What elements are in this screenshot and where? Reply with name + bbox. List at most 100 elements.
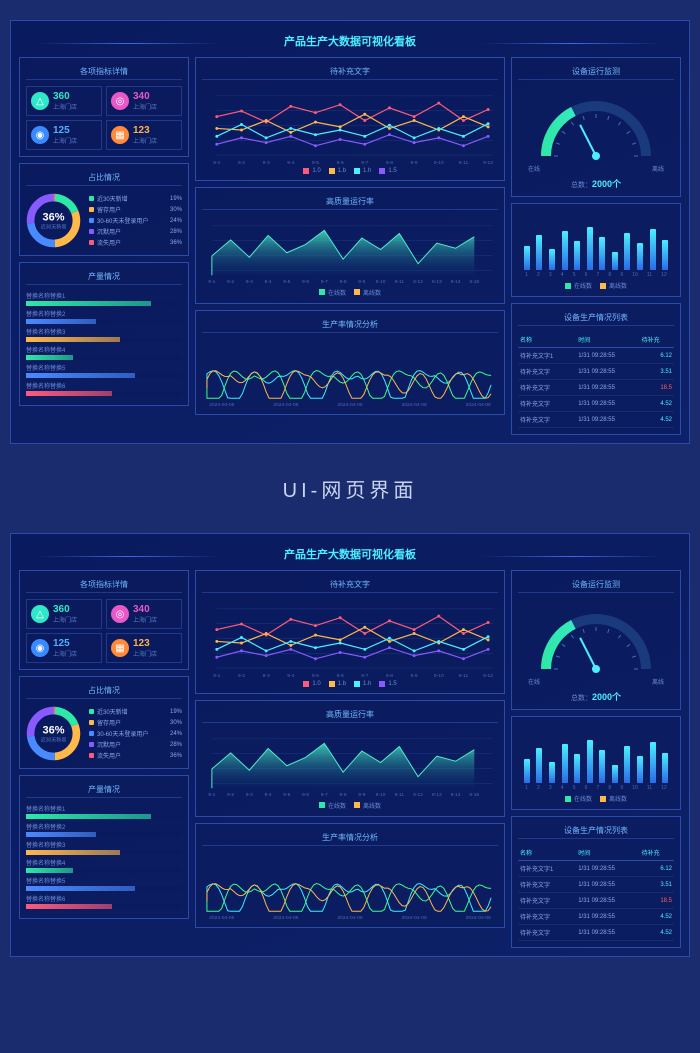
multiline-title: 待补充文字 (202, 577, 498, 593)
wave-title: 生产率情况分析 (202, 317, 498, 333)
svg-text:2024-04-06: 2024-04-06 (209, 915, 234, 921)
legend-row: 近30天新增19% (89, 194, 182, 203)
svg-text:9-13: 9-13 (432, 279, 442, 285)
svg-text:9-14: 9-14 (451, 279, 461, 285)
wave-chart[interactable]: 2024-04-062024-04-062024-04-062024-04-06… (202, 339, 498, 408)
kpi-card[interactable]: ◉125上海门店 (26, 120, 102, 150)
kpi-label: 上海门店 (53, 649, 77, 658)
vbar (549, 249, 555, 270)
table-row[interactable]: 待补充文字1/31 09:28:553.51 (518, 364, 674, 380)
svg-text:9-5: 9-5 (283, 279, 290, 285)
kpi-card[interactable]: ▦123上海门店 (106, 633, 182, 663)
vbar-chart[interactable] (518, 723, 674, 783)
legend-row: 30-60天未登录用户24% (89, 729, 182, 738)
svg-text:9-5: 9-5 (312, 673, 319, 678)
table-row[interactable]: 待补充文字1/31 09:28:5518.5 (518, 380, 674, 396)
table-row[interactable]: 待补充文字1/31 09:28:554.52 (518, 909, 674, 925)
table-panel: 设备生产情况列表名称时间待补充待补充文字11/31 09:28:556.12待补… (511, 303, 681, 435)
donut-chart[interactable]: 36%近30天新增 (26, 193, 81, 248)
vbar (662, 753, 668, 783)
svg-text:9-4: 9-4 (287, 673, 294, 678)
kpi-card[interactable]: ◎340上海门店 (106, 599, 182, 629)
table-row[interactable]: 待补充文字1/31 09:28:553.51 (518, 877, 674, 893)
svg-text:9-12: 9-12 (483, 673, 493, 678)
page-title: 产品生产大数据可视化看板 (19, 542, 681, 570)
table-row[interactable]: 待补充文字11/31 09:28:556.12 (518, 861, 674, 877)
kpi-icon: ▦ (111, 639, 129, 657)
hbar-title: 产量情况 (26, 269, 182, 285)
kpi-card[interactable]: △360上海门店 (26, 86, 102, 116)
kpi-panel: 各项指标详情△360上海门店◎340上海门店◉125上海门店▦123上海门店 (19, 57, 189, 157)
donut-panel: 占比情况36%近30天新增近30天新增19%留存用户30%30-60天未登录用户… (19, 676, 189, 769)
vbar (587, 227, 593, 270)
gauge-panel: 设备运行监测在线离线总数：2000个 (511, 570, 681, 710)
area-legend: 在线数离线数 (202, 801, 498, 810)
svg-text:2024-04-06: 2024-04-06 (402, 915, 427, 921)
hbar-row: 替换名称替换1 (26, 804, 182, 819)
table-panel: 设备生产情况列表名称时间待补充待补充文字11/31 09:28:556.12待补… (511, 816, 681, 948)
kpi-label: 上海门店 (53, 615, 77, 624)
hbar-row: 替换名称替换5 (26, 363, 182, 378)
gauge-title: 设备运行监测 (518, 64, 674, 80)
donut-pct: 36% (41, 724, 67, 736)
hbar-row: 替换名称替换6 (26, 894, 182, 909)
hbar-panel: 产量情况替换名称替换1替换名称替换2替换名称替换3替换名称替换4替换名称替换5替… (19, 262, 189, 406)
table-row[interactable]: 待补充文字1/31 09:28:554.52 (518, 925, 674, 941)
donut-title: 占比情况 (26, 170, 182, 186)
svg-text:9-6: 9-6 (337, 673, 344, 678)
multiline-chart[interactable]: 9-19-29-39-49-59-69-79-89-99-109-119-12 (202, 86, 498, 165)
donut-sub: 近30天新增 (41, 736, 67, 743)
donut-chart[interactable]: 36%近30天新增 (26, 706, 81, 761)
vbar (662, 240, 668, 270)
kpi-label: 上海门店 (133, 136, 157, 145)
svg-text:9-6: 9-6 (337, 160, 344, 165)
table-row[interactable]: 待补充文字1/31 09:28:554.52 (518, 396, 674, 412)
legend-row: 留存用户30% (89, 718, 182, 727)
wave-panel: 生产率情况分析2024-04-062024-04-062024-04-06202… (195, 310, 505, 415)
vbar (650, 742, 656, 783)
svg-text:9-2: 9-2 (238, 673, 245, 678)
svg-text:2024-04-06: 2024-04-06 (273, 915, 298, 921)
wave-chart[interactable]: 2024-04-062024-04-062024-04-062024-04-06… (202, 852, 498, 921)
hbar-row: 替换名称替换4 (26, 345, 182, 360)
hbar-row: 替换名称替换2 (26, 822, 182, 837)
table-row[interactable]: 待补充文字1/31 09:28:554.52 (518, 412, 674, 428)
vbar (587, 740, 593, 783)
table-row[interactable]: 待补充文字11/31 09:28:556.12 (518, 348, 674, 364)
kpi-title: 各项指标详情 (26, 577, 182, 593)
vbar-chart[interactable] (518, 210, 674, 270)
svg-text:9-6: 9-6 (302, 792, 309, 798)
kpi-label: 上海门店 (53, 102, 77, 111)
svg-text:9-2: 9-2 (227, 792, 234, 798)
multiline-chart[interactable]: 9-19-29-39-49-59-69-79-89-99-109-119-12 (202, 599, 498, 678)
kpi-card[interactable]: ▦123上海门店 (106, 120, 182, 150)
multiline-panel: 待补充文字9-19-29-39-49-59-69-79-89-99-109-11… (195, 57, 505, 181)
hbar-row: 替换名称替换3 (26, 327, 182, 342)
legend-row: 30-60天未登录用户24% (89, 216, 182, 225)
kpi-card[interactable]: ◎340上海门店 (106, 86, 182, 116)
vbar (536, 235, 542, 270)
gauge-chart[interactable] (526, 86, 666, 166)
donut-panel: 占比情况36%近30天新增近30天新增19%留存用户30%30-60天未登录用户… (19, 163, 189, 256)
mid-label: UI-网页界面 (10, 444, 690, 533)
svg-text:9-10: 9-10 (376, 279, 386, 285)
donut-sub: 近30天新增 (41, 223, 67, 230)
gauge-chart[interactable] (526, 599, 666, 679)
hbar-row: 替换名称替换5 (26, 876, 182, 891)
multiline-legend: 1.01.b1.h1.5 (202, 168, 498, 174)
vbar (637, 243, 643, 270)
svg-text:2024-04-06: 2024-04-06 (466, 402, 491, 408)
kpi-label: 上海门店 (133, 649, 157, 658)
table-row[interactable]: 待补充文字1/31 09:28:5518.5 (518, 893, 674, 909)
kpi-icon: ◎ (111, 605, 129, 623)
kpi-card[interactable]: ◉125上海门店 (26, 633, 102, 663)
table-header: 名称 (518, 845, 576, 861)
svg-text:2024-04-06: 2024-04-06 (273, 402, 298, 408)
area-chart[interactable]: 9-19-29-39-49-59-69-79-89-99-109-119-129… (202, 216, 498, 285)
area-chart[interactable]: 9-19-29-39-49-59-69-79-89-99-109-119-129… (202, 729, 498, 798)
svg-text:9-8: 9-8 (340, 792, 347, 798)
legend-row: 流失用户36% (89, 751, 182, 760)
svg-text:9-3: 9-3 (246, 279, 253, 285)
kpi-card[interactable]: △360上海门店 (26, 599, 102, 629)
svg-text:9-15: 9-15 (469, 792, 479, 798)
